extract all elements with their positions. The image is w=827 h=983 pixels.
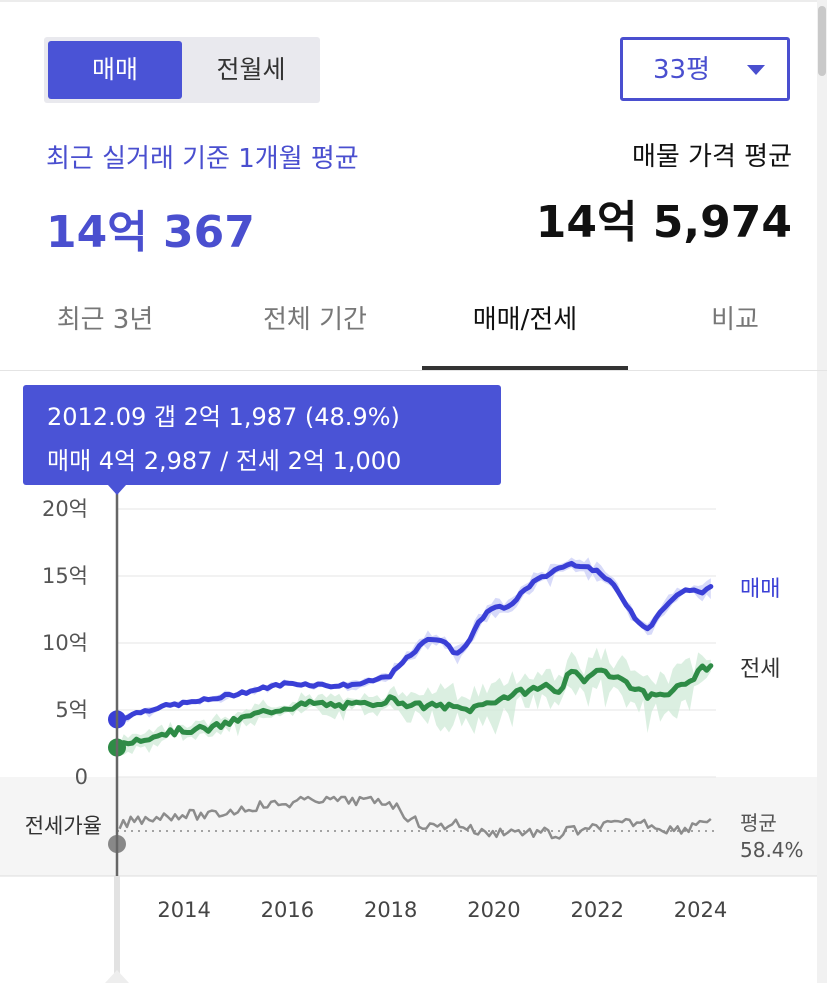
- x-tick-label: 2016: [261, 898, 314, 922]
- x-tick-label: 2020: [467, 898, 520, 922]
- cursor-handle: [105, 970, 129, 983]
- series-label-jeonse: 전세: [740, 657, 780, 682]
- x-tick-label: 2018: [364, 898, 417, 922]
- series-label-sale: 매매: [740, 577, 780, 602]
- ratio-average-label: 평균: [740, 811, 777, 835]
- ratio-line: [118, 795, 712, 840]
- top-border: [0, 0, 827, 2]
- y-tick-label: 5억: [55, 698, 88, 722]
- ratio-panel-background: [0, 777, 817, 876]
- listing-average-value: 14억 5,974: [535, 197, 792, 248]
- cursor-track: [114, 876, 120, 983]
- x-tick-label: 2024: [674, 898, 727, 922]
- active-tab-underline: [422, 366, 628, 370]
- scrollbar[interactable]: [817, 0, 827, 983]
- y-tick-label: 0: [75, 765, 88, 789]
- recent-average-label: 최근 실거래 기준 1개월 평균: [46, 144, 359, 174]
- chart-tooltip: 2012.09 갭 2억 1,987 (48.9%) 매매 4억 2,987 /…: [23, 385, 501, 485]
- tab-sale-jeonse[interactable]: 매매/전세: [472, 305, 578, 335]
- tab-recent-3-years[interactable]: 최근 3년: [56, 305, 154, 335]
- x-tick-label: 2014: [157, 898, 210, 922]
- caret-down-icon: [747, 65, 765, 75]
- tab-compare[interactable]: 비교: [711, 305, 759, 335]
- ratio-average-value: 58.4%: [740, 838, 804, 862]
- scrollbar-thumb[interactable]: [818, 6, 826, 76]
- jeonse-line: [117, 663, 714, 752]
- y-tick-label: 10억: [42, 631, 88, 655]
- period-tabs: 최근 3년 전체 기간 매매/전세 비교: [0, 280, 827, 371]
- tooltip-pointer: [108, 485, 126, 495]
- size-select[interactable]: 33평: [620, 37, 790, 101]
- listing-average-label: 매물 가격 평균: [631, 142, 792, 172]
- rent-toggle-button[interactable]: 전월세: [216, 55, 286, 84]
- trade-type-toggle: 매매 전월세: [44, 37, 320, 103]
- tooltip-price-line: 매매 4억 2,987 / 전세 2억 1,000: [47, 447, 402, 475]
- ratio-label: 전세가율: [25, 814, 102, 838]
- tooltip-gap-line: 2012.09 갭 2억 1,987 (48.9%): [47, 403, 400, 431]
- price-chart[interactable]: 20억 15억 10억 5억 0 2014 2016 2018 2020 2022 2024 매매전세…: [0, 370, 817, 983]
- size-select-value: 33평: [653, 55, 711, 85]
- y-tick-label: 20억: [42, 497, 88, 521]
- tab-all-period[interactable]: 전체 기간: [263, 305, 367, 335]
- recent-average-value: 14억 367: [46, 207, 255, 258]
- sale-line: [117, 560, 714, 722]
- sale-toggle-button[interactable]: 매매: [48, 41, 182, 99]
- x-tick-label: 2022: [571, 898, 624, 922]
- y-tick-label: 15억: [42, 564, 88, 588]
